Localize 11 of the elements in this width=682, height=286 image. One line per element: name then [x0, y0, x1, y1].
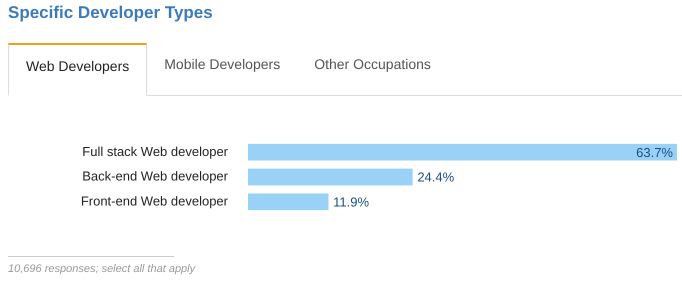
data-label: 11.9%: [333, 194, 370, 210]
y-tick-label: Front-end Web developer: [80, 193, 229, 208]
data-label: 24.4%: [417, 170, 455, 185]
text: Web Developers: [8, 43, 148, 96]
text: Specific Developer Types: [8, 3, 213, 23]
text: Other Occupations: [313, 55, 432, 74]
y-tick-label: Back-end Web developer: [82, 168, 229, 184]
data-label: 63.7%: [636, 144, 674, 160]
text: 10,696 responses; select all that apply: [8, 263, 196, 275]
text: Mobile Developers: [163, 55, 282, 74]
y-tick-label: Full stack Web developer: [82, 144, 229, 159]
